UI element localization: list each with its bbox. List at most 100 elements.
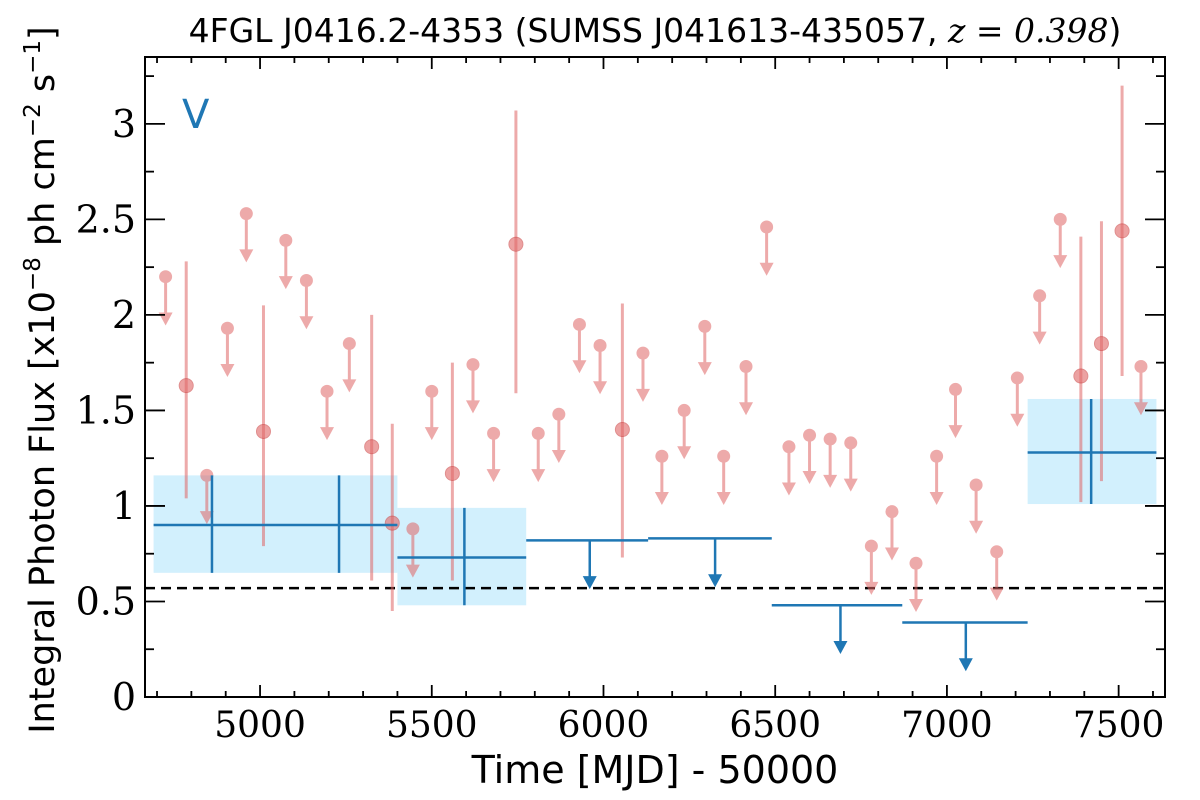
fine-detection-7	[1073, 236, 1089, 503]
fine-ul-arrowhead-36	[1053, 255, 1068, 269]
fine-ul-point-34	[1010, 371, 1024, 385]
y-tick-label-3: 1.5	[76, 388, 136, 432]
fine-upper-limit-9	[424, 384, 439, 441]
fine-point-5	[508, 236, 524, 252]
fine-upper-limit-17	[654, 449, 669, 506]
fine-ul-arrowhead-9	[424, 427, 439, 441]
fine-ul-point-24	[803, 428, 817, 442]
fine-ul-point-22	[760, 220, 774, 234]
bin-ul-arrowhead-3	[958, 658, 973, 672]
fine-upper-limit-0	[158, 270, 173, 326]
fine-ul-point-3	[239, 207, 253, 221]
fine-upper-limit-20	[716, 449, 731, 506]
bin-ul-arrowhead-0	[582, 576, 597, 590]
title-redshift: z = 0.398	[947, 11, 1109, 50]
fine-ul-point-26	[844, 436, 858, 450]
axes-frame	[144, 56, 1166, 698]
fine-upper-limit-3	[239, 207, 254, 263]
fine-ul-point-28	[885, 505, 899, 519]
bin-detection-1	[275, 475, 398, 573]
fine-ul-arrowhead-33	[989, 587, 1004, 601]
fine-ul-point-16	[636, 346, 650, 360]
fine-upper-limit-15	[593, 338, 608, 395]
fine-ul-arrowhead-27	[864, 581, 879, 595]
fine-point-8	[1093, 336, 1109, 352]
fine-upper-limit-14	[572, 317, 587, 374]
fine-ul-arrowhead-21	[739, 402, 754, 416]
fine-upper-limit-26	[843, 436, 858, 492]
fine-ul-point-2	[220, 321, 234, 335]
fine-upper-limit-32	[969, 478, 984, 534]
fine-ul-point-18	[677, 403, 691, 417]
fine-ul-arrowhead-1	[199, 511, 214, 525]
fine-ul-point-14	[572, 317, 586, 331]
fine-upper-limit-33	[989, 545, 1004, 601]
fine-point-3	[384, 515, 400, 531]
bin-detection-3	[1027, 398, 1157, 505]
y-tick-label-5: 2.5	[76, 197, 136, 241]
fine-point-6	[614, 422, 630, 438]
fine-ul-point-13	[552, 407, 566, 421]
y-axis-label: Integral Photon Flux [x10−8 ph cm−2 s−1]	[20, 26, 63, 733]
fine-upper-limit-8	[405, 522, 420, 578]
fine-upper-limit-11	[486, 426, 501, 483]
fine-upper-limit-18	[677, 403, 692, 460]
fine-ul-point-21	[739, 359, 753, 373]
fine-upper-limit-2	[220, 321, 235, 378]
x-axis-label: Time [MJD] - 50000	[471, 748, 839, 792]
fine-ul-point-10	[466, 358, 480, 372]
bin-detection-0	[153, 475, 276, 573]
fine-ul-point-11	[487, 426, 501, 440]
fine-upper-limit-21	[739, 359, 754, 416]
fine-detection-3	[384, 423, 400, 612]
fine-upper-limit-35	[1032, 289, 1047, 345]
fine-ul-arrowhead-35	[1032, 331, 1047, 345]
fine-point-1	[255, 423, 271, 439]
fine-ul-arrowhead-3	[239, 249, 254, 263]
fine-ul-point-32	[969, 478, 983, 492]
fine-detection-2	[364, 314, 380, 581]
fine-ul-arrowhead-4	[278, 276, 293, 290]
fine-ul-arrowhead-7	[342, 379, 357, 393]
fine-detection-5	[508, 110, 524, 394]
fine-ul-point-17	[655, 449, 669, 463]
x-tick-label-4: 7000	[901, 705, 993, 746]
bin-ul-arrowhead-2	[833, 641, 848, 655]
fine-upper-limit-10	[465, 358, 480, 414]
fine-ul-point-37	[1134, 359, 1148, 373]
fine-upper-limit-16	[635, 346, 650, 402]
fine-ul-point-33	[990, 545, 1004, 559]
fine-upper-limit-36	[1053, 212, 1068, 269]
fine-ul-arrowhead-12	[531, 469, 546, 483]
fine-ul-arrowhead-10	[465, 400, 480, 414]
x-tick-label-1: 5500	[386, 705, 478, 746]
fine-ul-arrowhead-34	[1010, 413, 1025, 427]
fine-detection-8	[1093, 221, 1109, 482]
fine-ul-arrowhead-32	[969, 520, 984, 534]
fine-ul-point-29	[909, 556, 923, 570]
fine-ul-arrowhead-5	[299, 316, 314, 330]
bin-ul-arrowhead-1	[708, 574, 723, 588]
fine-upper-limit-22	[759, 220, 774, 276]
fine-ul-arrowhead-15	[593, 381, 608, 395]
bin-upper-limit-0	[526, 539, 649, 590]
x-tick-label-2: 6000	[558, 705, 650, 746]
fine-upper-limit-19	[697, 319, 712, 376]
y-tick-label-0: 0	[112, 675, 136, 719]
y-tick-label-2: 1	[112, 484, 136, 528]
fine-ul-arrowhead-28	[884, 547, 899, 561]
fine-ul-point-1	[200, 468, 214, 482]
fine-detection-4	[444, 362, 460, 581]
fine-upper-limit-6	[320, 384, 335, 441]
fine-upper-limit-5	[299, 274, 314, 330]
fine-point-7	[1073, 368, 1089, 384]
fine-ul-arrowhead-8	[405, 564, 420, 578]
fine-detection-1	[255, 305, 271, 547]
fine-ul-point-15	[593, 338, 607, 352]
fine-upper-limit-27	[864, 539, 879, 595]
fine-upper-limit-25	[823, 432, 838, 488]
fine-ul-arrowhead-17	[654, 492, 669, 506]
fine-ul-arrowhead-14	[572, 360, 587, 374]
bin-upper-limit-1	[648, 537, 772, 588]
